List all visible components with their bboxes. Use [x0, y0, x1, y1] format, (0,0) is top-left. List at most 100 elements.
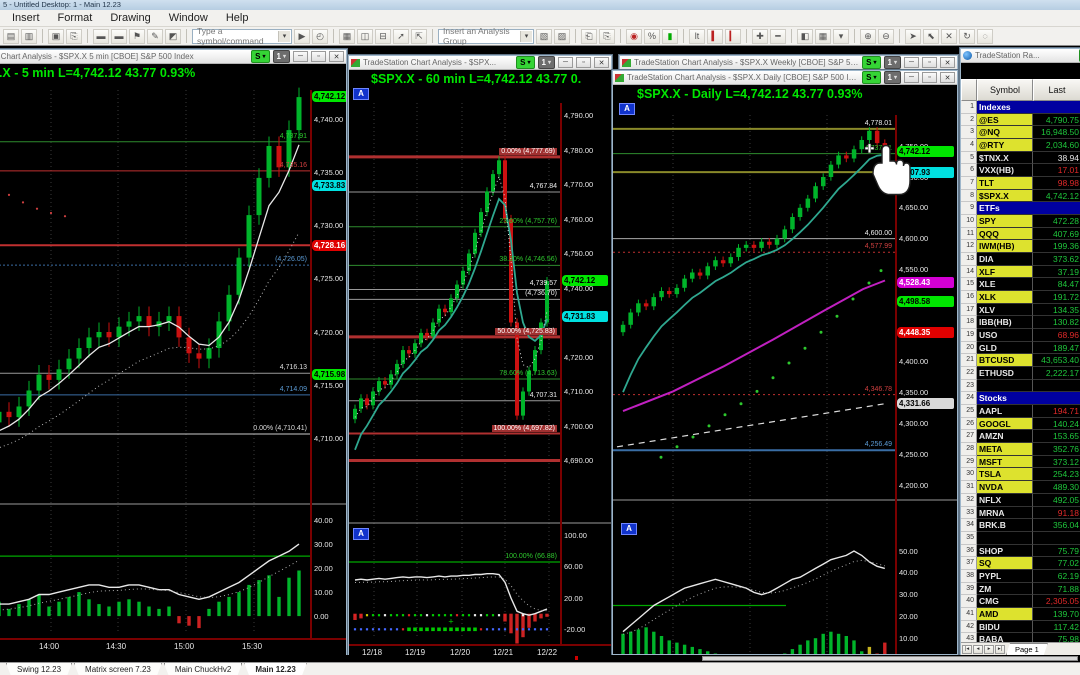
- pointer-chart-icon[interactable]: ⬉: [923, 28, 939, 44]
- symbol-cell[interactable]: NFLX: [977, 493, 1033, 507]
- menu-format[interactable]: Format: [57, 12, 93, 24]
- symbol-cell[interactable]: @NQ: [977, 126, 1033, 140]
- symbol-cell[interactable]: [977, 379, 1033, 393]
- column-header-symbol[interactable]: Symbol: [977, 79, 1033, 101]
- page-nav-button[interactable]: ▸: [984, 644, 994, 654]
- new-chart-icon[interactable]: ▧: [536, 28, 552, 44]
- minimize-button[interactable]: ─: [904, 72, 919, 83]
- page-nav-button[interactable]: ▸|: [995, 644, 1005, 654]
- print-icon[interactable]: ⎘: [66, 28, 82, 44]
- grid-dropdown[interactable]: ▾: [833, 28, 849, 44]
- symbol-cell[interactable]: BRK.B: [977, 519, 1033, 532]
- symbol-cell[interactable]: GOOGL: [977, 417, 1033, 431]
- tile-vertical-icon[interactable]: ◫: [357, 28, 373, 44]
- desktop-tab-main-chuckhv2[interactable]: Main ChuckHv2: [164, 663, 242, 675]
- style-button[interactable]: S: [516, 56, 535, 69]
- symbol-cell[interactable]: MSFT: [977, 455, 1033, 469]
- tick-minus-icon[interactable]: ━: [770, 28, 786, 44]
- close-button[interactable]: ✕: [940, 72, 955, 83]
- symbol-cell[interactable]: ETHUSD: [977, 367, 1033, 380]
- tile-horizontal-icon[interactable]: ⊟: [375, 28, 391, 44]
- symbol-cell[interactable]: AAPL: [977, 405, 1033, 418]
- close-button[interactable]: ✕: [329, 51, 344, 62]
- symbol-cell[interactable]: SPY: [977, 215, 1033, 228]
- menu-insert[interactable]: Insert: [12, 12, 40, 24]
- radar-titlebar[interactable]: TradeStation Ra... S: [961, 49, 1080, 63]
- symbol-cell[interactable]: @ES: [977, 113, 1033, 127]
- close-button[interactable]: ✕: [594, 57, 609, 68]
- symbol-command-input[interactable]: Type a symbol/command ▾: [192, 26, 292, 46]
- symbol-cell[interactable]: AMD: [977, 607, 1033, 621]
- symbol-cell[interactable]: CMG: [977, 595, 1033, 608]
- pointer-icon[interactable]: ➤: [905, 28, 921, 44]
- symbol-cell[interactable]: NVDA: [977, 481, 1033, 494]
- symbol-cell[interactable]: GLD: [977, 341, 1033, 355]
- bar-red-icon[interactable]: ▍: [707, 28, 723, 44]
- symbol-cell[interactable]: QQQ: [977, 227, 1033, 241]
- symbol-cell[interactable]: USO: [977, 329, 1033, 342]
- updown-box-icon[interactable]: ◧: [797, 28, 813, 44]
- symbol-cell[interactable]: TSLA: [977, 468, 1033, 482]
- workspace-scrollbar[interactable]: [0, 655, 1080, 662]
- chart-window-weekly[interactable]: TradeStation Chart Analysis - $SPX.X Wee…: [619, 55, 958, 73]
- symbol-cell[interactable]: DIA: [977, 253, 1033, 266]
- symbol-cell[interactable]: META: [977, 443, 1033, 456]
- save-icon[interactable]: ▣: [48, 28, 64, 44]
- style-button[interactable]: S: [862, 56, 881, 69]
- 5min-chart-canvas[interactable]: [0, 64, 346, 656]
- symbol-cell[interactable]: $SPX.X: [977, 189, 1033, 203]
- style-button[interactable]: S: [1078, 49, 1080, 62]
- flip-page-icon[interactable]: ⎗: [581, 28, 597, 44]
- style-button[interactable]: S: [862, 71, 881, 84]
- link-window-icon[interactable]: ⇱: [411, 28, 427, 44]
- desktop-tab-main-12-23[interactable]: Main 12.23: [244, 663, 306, 675]
- symbol-cell[interactable]: MRNA: [977, 506, 1033, 520]
- radarscreen-window[interactable]: TradeStation Ra... S SymbolLast1Indexes2…: [960, 48, 1080, 655]
- zoom-in-icon[interactable]: ⊕: [860, 28, 876, 44]
- pause-icon[interactable]: ◌: [977, 28, 993, 44]
- order-bar-icon[interactable]: ▬: [93, 28, 109, 44]
- symbol-cell[interactable]: XLF: [977, 265, 1033, 279]
- 60min-titlebar[interactable]: TradeStation Chart Analysis - $SPX... S …: [349, 56, 611, 70]
- page-nav-button[interactable]: ◂: [973, 644, 983, 654]
- grid-style-icon[interactable]: ▦: [815, 28, 831, 44]
- daily-titlebar[interactable]: TradeStation Chart Analysis - $SPX.X Dai…: [613, 71, 957, 85]
- chart-window-icon[interactable]: ▨: [554, 28, 570, 44]
- menu-help[interactable]: Help: [225, 12, 249, 24]
- line-style-icon[interactable]: lt: [689, 28, 705, 44]
- symbol-cell[interactable]: XLE: [977, 278, 1033, 292]
- symbol-cell[interactable]: ZM: [977, 582, 1033, 596]
- tick-plus-icon[interactable]: ✚: [752, 28, 768, 44]
- desktop-tab-matrix-screen-7-23[interactable]: Matrix screen 7.23: [74, 663, 162, 675]
- symbol-cell[interactable]: BTCUSD: [977, 354, 1033, 368]
- daily-chart-area[interactable]: $SPX.X - Daily L=4,742.12 43.77 0.93% 4,…: [613, 85, 957, 654]
- interval-button[interactable]: 1: [883, 56, 901, 69]
- restore-button[interactable]: ▫: [922, 57, 937, 68]
- open-folder-icon[interactable]: ▥: [21, 28, 37, 44]
- zoom-out-icon[interactable]: ⊖: [878, 28, 894, 44]
- page-tab[interactable]: Page 1: [1006, 643, 1048, 655]
- candlestick-icon[interactable]: ▮: [662, 28, 678, 44]
- minimize-button[interactable]: ─: [558, 57, 573, 68]
- rotate-page-icon[interactable]: ⎘: [599, 28, 615, 44]
- drawing-tools-icon[interactable]: ✕: [941, 28, 957, 44]
- symbol-cell[interactable]: TLT: [977, 177, 1033, 190]
- symbol-cell[interactable]: PYPL: [977, 569, 1033, 583]
- chart-window-5min[interactable]: TradeStation Chart Analysis - $SPX.X 5 m…: [0, 49, 347, 656]
- strategy-icon[interactable]: ✎: [147, 28, 163, 44]
- combo-dropdown-icon[interactable]: ▾: [520, 30, 532, 42]
- 60min-chart-canvas[interactable]: +: [349, 70, 611, 656]
- symbol-lookup-icon[interactable]: ◴: [312, 28, 328, 44]
- weekly-titlebar[interactable]: TradeStation Chart Analysis - $SPX.X Wee…: [620, 56, 957, 70]
- minimize-button[interactable]: ─: [293, 51, 308, 62]
- tile-grid-icon[interactable]: ▦: [339, 28, 355, 44]
- close-button[interactable]: ✕: [940, 57, 955, 68]
- chart-window-daily[interactable]: TradeStation Chart Analysis - $SPX.X Dai…: [612, 70, 958, 655]
- symbol-cell[interactable]: BIDU: [977, 620, 1033, 634]
- symbol-cell[interactable]: IWM(HB): [977, 240, 1033, 254]
- symbol-cell[interactable]: VXX(HB): [977, 164, 1033, 178]
- symbol-cell[interactable]: $TNX.X: [977, 151, 1033, 165]
- alerts-icon[interactable]: ⚑: [129, 28, 145, 44]
- daily-chart-canvas[interactable]: [613, 85, 957, 654]
- 5min-titlebar[interactable]: TradeStation Chart Analysis - $SPX.X 5 m…: [0, 50, 346, 64]
